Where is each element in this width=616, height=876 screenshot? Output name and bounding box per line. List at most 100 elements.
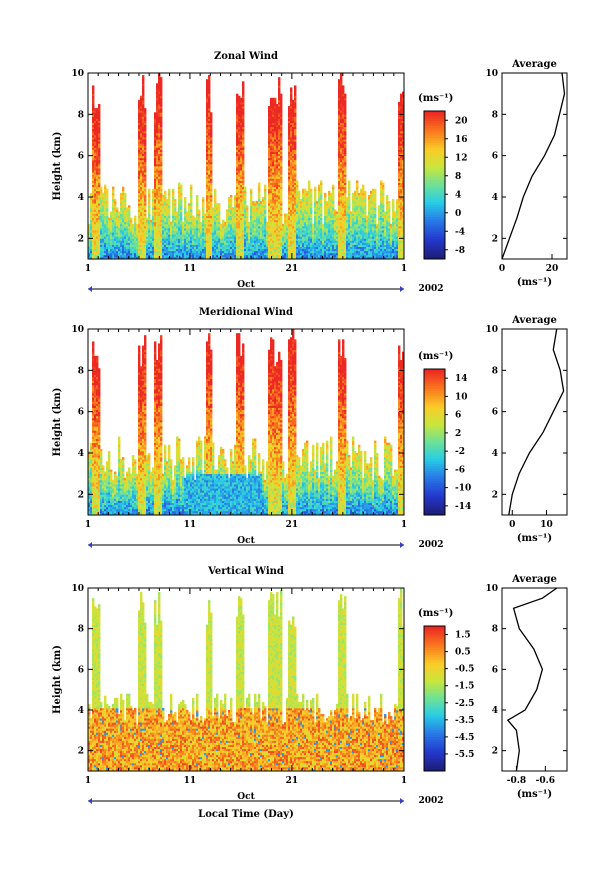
profile-y-tick-label: 10 bbox=[485, 69, 498, 79]
profile-x-tick-label: -0.8 bbox=[507, 776, 526, 786]
panel-title: Vertical Wind bbox=[207, 566, 284, 577]
month-axis-end-marker bbox=[400, 798, 404, 804]
x-tick-label: 1 bbox=[401, 264, 407, 274]
colorbar-frame bbox=[423, 625, 446, 772]
colorbar-unit: (ms⁻¹) bbox=[418, 93, 453, 104]
colorbar-tick-label: -5.5 bbox=[455, 750, 474, 760]
y-tick-label: 6 bbox=[78, 152, 84, 162]
colorbar-frame bbox=[423, 110, 446, 260]
month-axis-start-marker bbox=[88, 542, 92, 548]
y-tick-label: 4 bbox=[78, 193, 84, 203]
profile-y-tick-label: 2 bbox=[492, 747, 498, 757]
y-tick-label: 8 bbox=[78, 366, 84, 376]
colorbar-tick-label: -8 bbox=[455, 246, 465, 256]
y-tick-label: 2 bbox=[78, 234, 84, 244]
y-tick-label: 10 bbox=[71, 325, 84, 335]
colorbar-tick-label: -14 bbox=[455, 502, 471, 512]
y-tick-label: 2 bbox=[78, 490, 84, 500]
month-axis-end-marker bbox=[400, 286, 404, 292]
y-tick-label: 8 bbox=[78, 110, 84, 120]
profile-y-tick-label: 8 bbox=[492, 625, 498, 635]
colorbar-tick-label: 12 bbox=[455, 153, 468, 163]
y-tick-label: 2 bbox=[78, 747, 84, 757]
profile-title: Average bbox=[511, 59, 557, 70]
profile-x-tick-label: 0 bbox=[509, 520, 515, 530]
profile-y-tick-label: 4 bbox=[492, 449, 498, 459]
profile-frame bbox=[501, 72, 568, 260]
colorbar-tick-label: 4 bbox=[455, 190, 461, 200]
profile-y-tick-label: 6 bbox=[492, 665, 498, 675]
heatmap-field bbox=[88, 329, 405, 516]
profile-y-tick-label: 6 bbox=[492, 408, 498, 418]
colorbar-frame bbox=[423, 368, 446, 516]
y-tick-label: 6 bbox=[78, 408, 84, 418]
colorbar-tick-label: -4.5 bbox=[455, 733, 474, 743]
x-tick-label: 21 bbox=[286, 776, 299, 786]
plot-frame bbox=[87, 72, 405, 260]
colorbar-tick-label: -6 bbox=[455, 465, 465, 475]
profile-y-tick-label: 2 bbox=[492, 490, 498, 500]
panel-title: Meridional Wind bbox=[199, 307, 293, 318]
profile-y-tick-label: 10 bbox=[485, 584, 498, 594]
x-tick-label: 1 bbox=[85, 776, 91, 786]
colorbar bbox=[424, 111, 445, 260]
x-tick-label: 11 bbox=[184, 776, 197, 786]
y-tick-label: 8 bbox=[78, 625, 84, 635]
colorbar-tick-label: -10 bbox=[455, 484, 471, 494]
colorbar-tick-label: 1.5 bbox=[455, 631, 471, 641]
colorbar-tick-label: -1.5 bbox=[455, 682, 474, 692]
x-tick-label: 11 bbox=[184, 520, 197, 530]
y-tick-label: 4 bbox=[78, 706, 84, 716]
month-axis-end-marker bbox=[400, 542, 404, 548]
y-tick-label: 4 bbox=[78, 449, 84, 459]
profile-y-tick-label: 8 bbox=[492, 366, 498, 376]
profile-y-tick-label: 6 bbox=[492, 152, 498, 162]
plot-frame bbox=[87, 587, 405, 772]
x-year-label: 2002 bbox=[418, 284, 443, 294]
average-profile-line bbox=[506, 587, 558, 772]
profile-x-axis-label: (ms⁻¹) bbox=[517, 533, 552, 544]
colorbar-tick-label: -0.5 bbox=[455, 665, 474, 675]
colorbar-unit: (ms⁻¹) bbox=[418, 608, 453, 619]
month-axis-start-marker bbox=[88, 798, 92, 804]
y-axis-label: Height (km) bbox=[52, 132, 63, 201]
colorbar-tick-label: 16 bbox=[455, 135, 468, 145]
profile-y-tick-label: 10 bbox=[485, 325, 498, 335]
colorbar-tick-label: 10 bbox=[455, 392, 468, 402]
colorbar-tick-label: -4 bbox=[455, 227, 465, 237]
colorbar bbox=[424, 369, 445, 516]
y-tick-label: 10 bbox=[71, 69, 84, 79]
panel-title: Zonal Wind bbox=[214, 51, 278, 62]
colorbar-tick-label: 2 bbox=[455, 429, 461, 439]
profile-x-tick-label: 10 bbox=[540, 520, 553, 530]
x-tick-label: 21 bbox=[286, 264, 299, 274]
profile-title: Average bbox=[511, 574, 557, 585]
month-axis-start-marker bbox=[88, 286, 92, 292]
plot-frame bbox=[87, 328, 405, 516]
x-year-label: 2002 bbox=[418, 796, 443, 806]
colorbar-tick-label: -2.5 bbox=[455, 699, 474, 709]
colorbar-tick-label: 14 bbox=[455, 374, 468, 384]
average-profile-line bbox=[508, 328, 565, 516]
profile-y-tick-label: 8 bbox=[492, 110, 498, 120]
profile-x-tick-label: 0 bbox=[499, 264, 505, 274]
y-axis-label: Height (km) bbox=[52, 645, 63, 714]
colorbar-tick-label: 6 bbox=[455, 411, 461, 421]
profile-x-tick-label: -0.6 bbox=[536, 776, 555, 786]
profile-x-tick-label: 20 bbox=[546, 264, 559, 274]
x-tick-label: 1 bbox=[85, 520, 91, 530]
x-tick-label: 1 bbox=[85, 264, 91, 274]
profile-frame bbox=[501, 587, 568, 772]
profile-y-tick-label: 4 bbox=[492, 706, 498, 716]
profile-x-axis-label: (ms⁻¹) bbox=[517, 789, 552, 800]
y-tick-label: 10 bbox=[71, 584, 84, 594]
profile-title: Average bbox=[511, 315, 557, 326]
profile-frame bbox=[501, 328, 568, 516]
colorbar-tick-label: 0 bbox=[455, 209, 461, 219]
colorbar-unit: (ms⁻¹) bbox=[418, 351, 453, 362]
profile-y-tick-label: 2 bbox=[492, 234, 498, 244]
x-tick-label: 1 bbox=[401, 520, 407, 530]
y-tick-label: 6 bbox=[78, 665, 84, 675]
colorbar-tick-label: 8 bbox=[455, 172, 461, 182]
